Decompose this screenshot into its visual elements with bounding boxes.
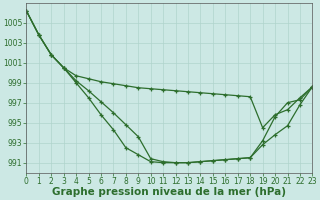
X-axis label: Graphe pression niveau de la mer (hPa): Graphe pression niveau de la mer (hPa) (52, 187, 286, 197)
